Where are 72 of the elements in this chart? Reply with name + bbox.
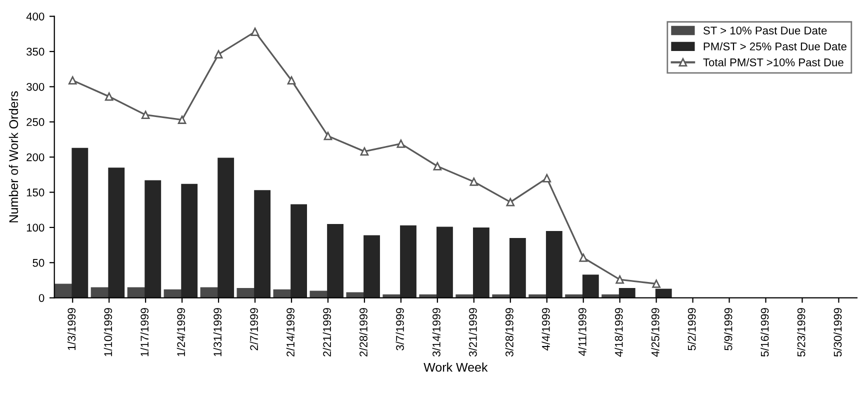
x-tick-label: 4/4/1999 [542, 308, 550, 351]
x-tick-label: 2/28/1999 [359, 308, 368, 356]
y-tick-label: 250 [26, 118, 44, 126]
bar [236, 288, 256, 298]
x-tick-label: 1/24/1999 [176, 308, 186, 356]
y-tick-label: 300 [26, 82, 44, 91]
y-tick-label: 350 [26, 48, 44, 56]
point [178, 116, 186, 124]
bar [346, 292, 364, 298]
x-tick-label: 2/21/1999 [322, 308, 331, 356]
bar [400, 225, 416, 298]
point [324, 132, 332, 140]
x-tick-label: 5/23/1999 [797, 308, 806, 357]
point [287, 76, 296, 85]
x-tick-label: 4/18/1999 [614, 308, 623, 357]
legend-label: PM/ST > 25% Past Due Date [704, 42, 846, 50]
x-tick-label: 2/7/1999 [250, 308, 258, 350]
x-tick-label: 5/30/1999 [834, 308, 842, 357]
point [360, 147, 369, 156]
bar [181, 184, 198, 298]
bar [509, 238, 526, 298]
x-tick-label: 1/10/1999 [104, 308, 112, 356]
x-axis-title: Work Week [424, 362, 488, 372]
point [506, 198, 515, 206]
point [141, 110, 150, 120]
point [396, 140, 406, 148]
x-tick-label: 5/9/1999 [724, 308, 732, 350]
x-tick-label: 4/25/1999 [651, 308, 660, 357]
bar [218, 158, 234, 298]
y-tick-label: 100 [26, 224, 44, 232]
point [214, 50, 223, 58]
x-tick-label: 3/21/1999 [468, 308, 477, 357]
point [250, 28, 260, 36]
point [104, 92, 114, 101]
x-tick-label: 1/17/1999 [140, 308, 149, 356]
point [616, 275, 624, 284]
x-tick-label: 3/14/1999 [432, 308, 440, 357]
x-tick-label: 3/7/1999 [396, 308, 404, 350]
bar [254, 190, 271, 298]
bar [546, 230, 562, 298]
bar [436, 226, 453, 298]
bar [327, 224, 344, 298]
bar [618, 288, 636, 298]
legend-label: Total PM/ST >10% Past Due [703, 58, 844, 66]
y-tick-label: 50 [32, 258, 44, 267]
point [542, 174, 552, 182]
x-tick-label: 1/31/1999 [213, 308, 222, 356]
bar [655, 288, 672, 298]
legend-label: ST > 10% Past Due Date [703, 26, 827, 34]
point [470, 178, 478, 186]
x-tick-label: 1/3/1999 [67, 308, 76, 350]
y-tick-label: 200 [26, 153, 44, 162]
x-tick-label: 5/16/1999 [760, 308, 769, 357]
bar [144, 180, 162, 298]
x-tick-label: 5/2/1999 [688, 308, 696, 350]
bar [72, 148, 88, 298]
x-tick-label: 3/28/1999 [505, 308, 514, 357]
y-tick-label: 150 [26, 188, 44, 196]
x-tick-label: 2/14/1999 [286, 308, 294, 356]
y-tick-label: 400 [26, 12, 44, 20]
y-axis-title: Number of Work Orders [8, 91, 18, 222]
bar [290, 204, 307, 298]
x-tick-label: 4/11/1999 [578, 308, 586, 356]
point [68, 76, 77, 85]
bar [472, 227, 490, 298]
bar [108, 168, 125, 298]
point [652, 280, 660, 288]
point [579, 254, 588, 262]
bar [582, 274, 599, 298]
y-tick-label: 0 [38, 294, 44, 302]
bar [364, 235, 380, 298]
point [433, 162, 442, 170]
